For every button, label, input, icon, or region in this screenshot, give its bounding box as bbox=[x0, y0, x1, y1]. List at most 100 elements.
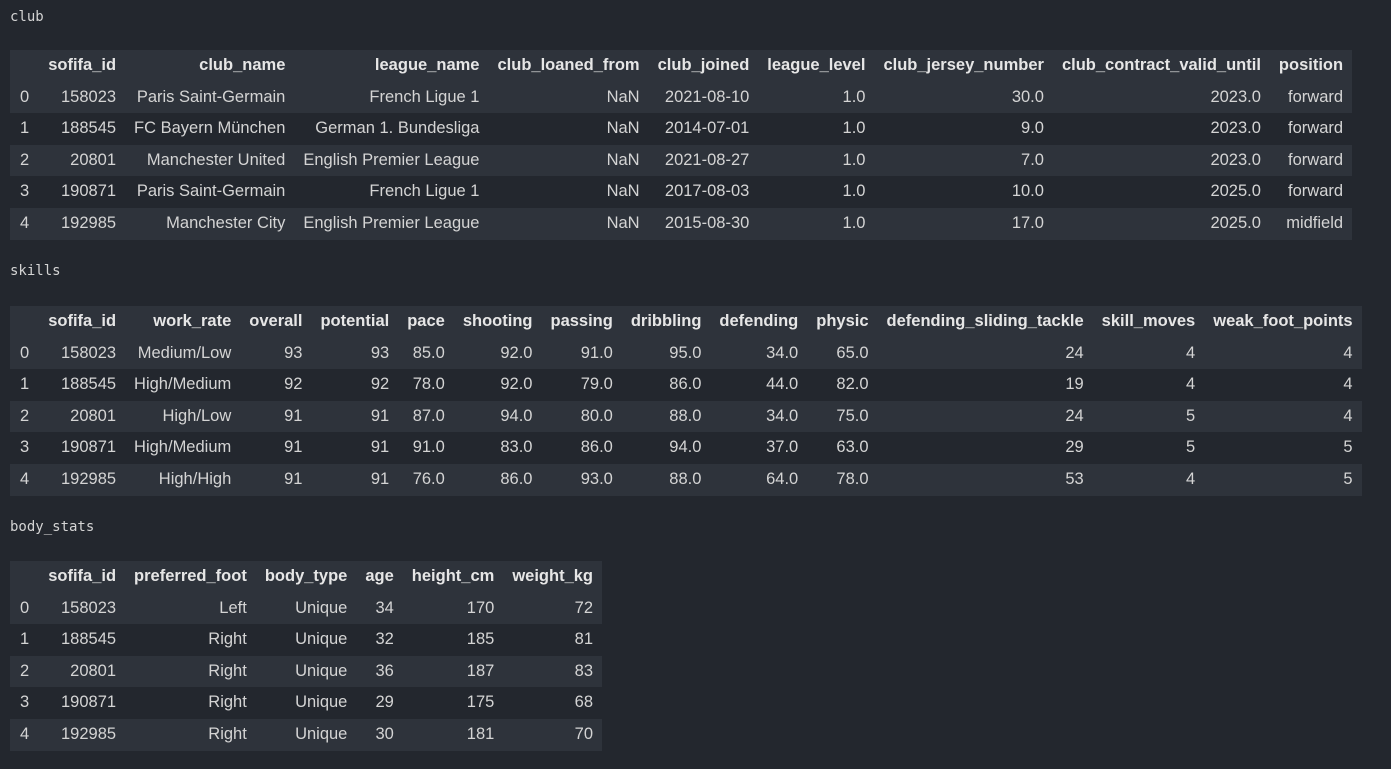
table-cell: 34 bbox=[375, 598, 394, 617]
table-row: 3 190871 Right Unique 29 175 68 bbox=[10, 687, 603, 719]
row-index: 0 bbox=[20, 87, 30, 106]
column-header: age bbox=[356, 561, 403, 593]
column-header: sofifa_id bbox=[39, 306, 126, 338]
table-row: 2 20801 Manchester United English Premier L… bbox=[10, 144, 1353, 177]
table-cell: Paris Saint-Germain bbox=[136, 87, 286, 106]
table-cell: 5 bbox=[1343, 469, 1353, 488]
table-cell: 82.0 bbox=[836, 375, 869, 394]
table-cell: 91 bbox=[284, 438, 303, 457]
table-cell: 10.0 bbox=[1011, 182, 1044, 201]
table-row: 1 188545 High/Medium 92 92 78.0 92.0 79.0 86.0 44… bbox=[10, 369, 1362, 401]
column-header: potential bbox=[311, 306, 399, 338]
column-header: dribbling bbox=[621, 306, 711, 338]
table-cell: 175 bbox=[466, 693, 495, 712]
table-cell: 91.0 bbox=[580, 343, 613, 362]
column-header: preferred_foot bbox=[125, 561, 256, 593]
table-cell: NaN bbox=[606, 150, 640, 169]
table-cell: 24 bbox=[1065, 343, 1084, 362]
column-header: skill_moves bbox=[1092, 306, 1205, 338]
table-cell: 70 bbox=[574, 724, 594, 743]
table-cell: Unique bbox=[295, 661, 348, 680]
table-cell: 20801 bbox=[70, 406, 117, 425]
table-cell: 92.0 bbox=[500, 343, 533, 362]
table-cell: 5 bbox=[1186, 438, 1196, 457]
table-cell: 91.0 bbox=[412, 438, 445, 457]
table-row: 4 192985 High/High 91 91 76.0 86.0 93.0 88.0 64.0… bbox=[10, 463, 1362, 496]
table-cell: 36 bbox=[375, 661, 394, 680]
column-header: physic bbox=[807, 306, 878, 338]
table-cell: 2025.0 bbox=[1210, 182, 1261, 201]
column-header: work_rate bbox=[125, 306, 241, 338]
table-cell: 20801 bbox=[70, 661, 117, 680]
table-cell: Unique bbox=[295, 693, 348, 712]
column-header: position bbox=[1269, 50, 1353, 82]
table-cell: 158023 bbox=[60, 343, 117, 362]
table-row: 4 192985 Manchester City English Premier Le… bbox=[10, 207, 1353, 240]
table-cell: 2014-07-01 bbox=[664, 119, 750, 138]
table-cell: 4 bbox=[1343, 406, 1353, 425]
table-cell: forward bbox=[1288, 150, 1344, 169]
column-header: pace bbox=[398, 306, 454, 338]
table-cell: German 1. Bundesliga bbox=[315, 119, 480, 138]
table-cell: Right bbox=[208, 724, 247, 743]
column-header: passing bbox=[541, 306, 622, 338]
table-cell: 29 bbox=[1065, 438, 1084, 457]
table-cell: 88.0 bbox=[669, 469, 702, 488]
table-cell: forward bbox=[1288, 119, 1344, 138]
table-cell: 188545 bbox=[60, 119, 117, 138]
table-cell: 188545 bbox=[60, 375, 117, 394]
row-index: 1 bbox=[20, 119, 30, 138]
table-cell: 187 bbox=[466, 661, 495, 680]
table-cell: 95.0 bbox=[669, 343, 702, 362]
table-cell: 2015-08-30 bbox=[664, 213, 750, 232]
row-index: 0 bbox=[20, 343, 30, 362]
table-cell: 93 bbox=[370, 343, 390, 362]
table-cell: Manchester City bbox=[166, 213, 286, 232]
column-header: club_name bbox=[125, 50, 295, 82]
header-row: sofifa_id work_rate overall potential pace sh… bbox=[10, 306, 1362, 338]
table-cell: 53 bbox=[1065, 469, 1084, 488]
table-cell: 188545 bbox=[60, 630, 117, 649]
column-header: club_loaned_from bbox=[488, 50, 649, 82]
table-cell: 158023 bbox=[60, 87, 117, 106]
table-cell: Manchester United bbox=[146, 150, 286, 169]
column-header: defending_sliding_tackle bbox=[877, 306, 1093, 338]
table-cell: 2023.0 bbox=[1210, 87, 1261, 106]
table-cell: 17.0 bbox=[1011, 213, 1044, 232]
table-cell: 72 bbox=[574, 598, 594, 617]
table-cell: Unique bbox=[295, 630, 348, 649]
header-row: sofifa_id club_name league_name club_loaned… bbox=[10, 50, 1353, 82]
table-cell: 19 bbox=[1065, 375, 1084, 394]
table-cell: 9.0 bbox=[1021, 119, 1044, 138]
table-cell: 4 bbox=[1343, 375, 1353, 394]
table-row: 2 20801 High/Low 91 91 87.0 94.0 80.0 88.0 34.0 75… bbox=[10, 400, 1362, 433]
table-cell: 29 bbox=[375, 693, 394, 712]
table-cell: 65.0 bbox=[836, 343, 869, 362]
table-cell: 93.0 bbox=[580, 469, 613, 488]
table-cell: English Premier League bbox=[303, 150, 480, 169]
row-index: 3 bbox=[20, 693, 30, 712]
table-cell: 63.0 bbox=[836, 438, 869, 457]
table-cell: 85.0 bbox=[412, 343, 445, 362]
table-row: 3 190871 High/Medium 91 91 91.0 83.0 86.0 94.0 37… bbox=[10, 432, 1362, 464]
table-cell: 170 bbox=[466, 598, 495, 617]
column-header: body_type bbox=[255, 561, 357, 593]
table-cell: 192985 bbox=[60, 469, 117, 488]
row-index: 3 bbox=[20, 182, 30, 201]
table-cell: High/High bbox=[158, 469, 232, 488]
table-cell: 1.0 bbox=[842, 213, 866, 232]
column-header: club_contract_valid_until bbox=[1052, 50, 1270, 82]
table-cell: 185 bbox=[466, 630, 495, 649]
table-cell: 190871 bbox=[60, 182, 117, 201]
table-cell: 92 bbox=[284, 375, 303, 394]
table-cell: NaN bbox=[606, 119, 640, 138]
table-cell: Paris Saint-Germain bbox=[136, 182, 286, 201]
table-cell: High/Medium bbox=[134, 375, 232, 394]
table-cell: 93 bbox=[284, 343, 303, 362]
table-cell: 2021-08-10 bbox=[664, 87, 750, 106]
table-cell: Right bbox=[208, 693, 247, 712]
table-row: 4 192985 Right Unique 30 181 70 bbox=[10, 718, 603, 751]
skills-section-title: skills bbox=[10, 263, 61, 279]
table-cell: midfield bbox=[1286, 213, 1344, 232]
table-cell: 83.0 bbox=[500, 438, 533, 457]
